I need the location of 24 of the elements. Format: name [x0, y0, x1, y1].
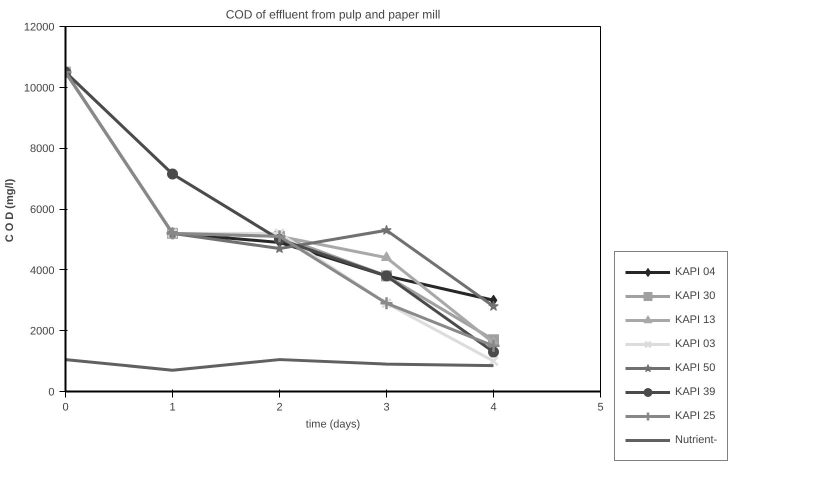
x-tick-label: 5	[597, 402, 604, 414]
x-tick-label: 2	[276, 402, 283, 414]
y-tick-label: 0	[48, 386, 55, 398]
legend-label: KAPI 13	[675, 314, 716, 326]
x-tick-label: 0	[62, 402, 69, 414]
legend-label: KAPI 25	[675, 410, 716, 422]
y-tick-label: 2000	[30, 326, 55, 338]
x-tick-label: 1	[169, 402, 176, 414]
legend-label: KAPI 30	[675, 290, 716, 302]
legend-label: KAPI 50	[675, 362, 716, 374]
y-tick-label: 8000	[30, 143, 55, 156]
legend-label: Nutrient-	[675, 434, 718, 446]
y-tick-label: 6000	[30, 204, 55, 216]
y-tick-label: 12000	[24, 22, 55, 34]
legend-label: KAPI 04	[675, 266, 716, 278]
x-axis-title: time (days)	[306, 418, 360, 430]
y-tick-label: 10000	[24, 82, 55, 94]
y-tick-label: 4000	[30, 264, 55, 277]
y-axis-title: C O D (mg/l)	[4, 178, 16, 242]
legend-label: KAPI 39	[675, 386, 716, 398]
x-tick-label: 4	[490, 402, 497, 414]
legend-label: KAPI 03	[675, 338, 716, 350]
x-tick-label: 3	[383, 402, 390, 414]
chart-title: COD of effluent from pulp and paper mill	[226, 8, 440, 22]
